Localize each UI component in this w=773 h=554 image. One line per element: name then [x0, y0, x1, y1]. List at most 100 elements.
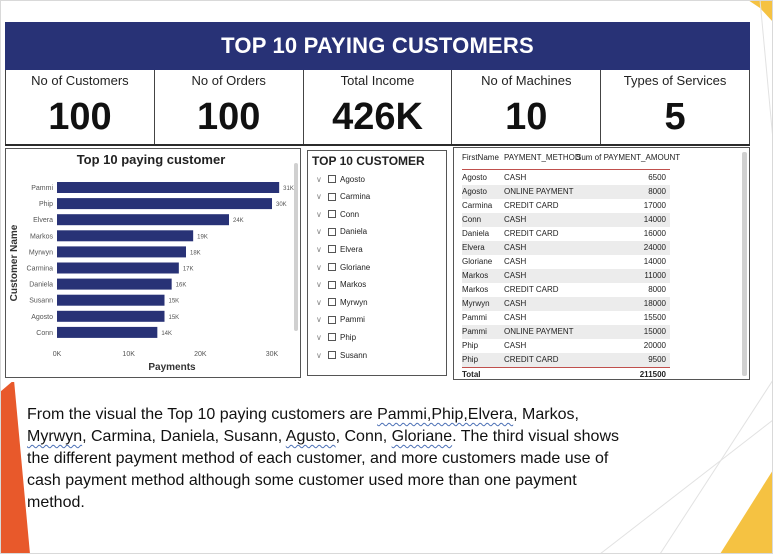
data-label: 14K [161, 331, 172, 337]
slicer-title: TOP 10 CUSTOMER [312, 154, 425, 168]
orange-accent-shape [0, 380, 30, 554]
table-row: Markos CASH 11000 [462, 269, 670, 283]
deco-line [759, 0, 773, 141]
chevron-down-icon[interactable]: ∨ [316, 209, 322, 219]
checkbox[interactable] [328, 175, 336, 183]
chevron-down-icon[interactable]: ∨ [316, 315, 322, 325]
scrollbar[interactable] [294, 163, 298, 331]
slicer-item[interactable]: ∨ Pammi [316, 314, 365, 326]
table-row: Pammi ONLINE PAYMENT 15000 [462, 325, 670, 339]
kpi-label: No of Orders [191, 73, 266, 88]
cell-payment-amount: 14000 [643, 215, 666, 224]
bar[interactable] [57, 230, 194, 242]
slicer-item[interactable]: ∨ Gloriane [316, 261, 370, 273]
col-header-firstname[interactable]: FirstName [462, 153, 499, 162]
slicer-item[interactable]: ∨ Carmina [316, 191, 370, 203]
checkbox[interactable] [328, 245, 336, 254]
slicer-item[interactable]: ∨ Myrwyn [316, 296, 368, 308]
kpi-card-income[interactable]: Total Income 426K [303, 70, 453, 144]
cell-firstname: Pammi [462, 313, 487, 322]
bar[interactable] [57, 182, 280, 193]
slicer-item[interactable]: ∨ Daniela [316, 226, 367, 238]
bar-chart-panel[interactable]: Top 10 paying customer 0K 10K 20K 30K Paymen… [5, 148, 301, 378]
col-header-payment-method[interactable]: PAYMENT_METHOD [504, 153, 581, 162]
cell-payment-amount: 15500 [643, 313, 666, 322]
kpi-label: Total Income [340, 73, 415, 88]
bar[interactable] [57, 262, 179, 274]
checkbox[interactable] [328, 263, 336, 271]
table-scrollbar[interactable] [742, 152, 747, 376]
table-row: Phip CASH 20000 [462, 339, 670, 353]
cell-payment-method: ONLINE PAYMENT [504, 187, 574, 196]
cell-payment-method: CASH [504, 299, 527, 308]
table-row: Markos CREDIT CARD 8000 [462, 283, 670, 297]
slicer-item[interactable]: ∨ Elvera [316, 243, 363, 255]
kpi-label: No of Customers [31, 73, 129, 88]
chevron-down-icon[interactable]: ∨ [316, 332, 322, 342]
slicer-item[interactable]: ∨ Agosto [316, 173, 365, 185]
chevron-down-icon[interactable]: ∨ [316, 280, 322, 290]
chevron-down-icon[interactable]: ∨ [316, 192, 322, 202]
slicer-item[interactable]: ∨ Phip [316, 331, 356, 343]
checkbox[interactable] [328, 192, 336, 201]
cell-firstname: Gloriane [462, 257, 493, 266]
cell-payment-amount: 11000 [644, 271, 666, 280]
table-row: Myrwyn CASH 18000 [462, 297, 670, 311]
cell-payment-method: CASH [504, 271, 527, 280]
slicer-item[interactable]: ∨ Conn [316, 208, 359, 220]
table-row: Gloriane CASH 14000 [462, 255, 670, 269]
chart-title: Top 10 paying customer [76, 152, 226, 167]
bar[interactable] [57, 326, 158, 338]
checkbox[interactable] [328, 298, 336, 307]
bar-chart: 0K 10K 20K 30K Payments Customer Name Pammi 31K… [9, 182, 294, 373]
cell-payment-amount: 20000 [643, 341, 666, 350]
slicer-item-label: Markos [340, 280, 367, 290]
y-tick-label: Myrwyn [29, 249, 53, 256]
cell-payment-method: CASH [504, 313, 527, 322]
cell-payment-method: CREDIT CARD [504, 201, 559, 210]
checkbox[interactable] [328, 280, 336, 289]
checkbox[interactable] [328, 315, 336, 324]
kpi-card-services[interactable]: Types of Services 5 [601, 70, 750, 144]
bar[interactable] [57, 278, 172, 290]
cell-payment-amount: 8000 [648, 187, 666, 196]
dashboard-title: TOP 10 PAYING CUSTOMERS [5, 22, 750, 70]
total-divider [462, 367, 670, 368]
cell-payment-method: CREDIT CARD [504, 285, 559, 294]
bar[interactable] [57, 214, 229, 226]
caption-text: , Carmina, Daniela, Susann, [82, 428, 286, 445]
checkbox[interactable] [328, 227, 336, 236]
bar[interactable] [57, 246, 186, 258]
cell-payment-method: CASH [504, 215, 527, 224]
col-header-payment-amount[interactable]: Sum of PAYMENT_AMOUNT [576, 153, 681, 162]
cell-payment-amount: 24000 [643, 243, 666, 252]
checkbox[interactable] [328, 333, 336, 342]
table-row: Phip CREDIT CARD 9500 [462, 353, 670, 367]
slicer-item[interactable]: ∨ Markos [316, 279, 366, 291]
checkbox[interactable] [328, 210, 336, 219]
kpi-card-orders[interactable]: No of Orders 100 [154, 70, 304, 144]
chevron-down-icon[interactable]: ∨ [316, 244, 322, 254]
cell-payment-method: CREDIT CARD [504, 229, 559, 238]
chevron-down-icon[interactable]: ∨ [316, 174, 322, 184]
cell-firstname: Myrwyn [462, 299, 490, 308]
chevron-down-icon[interactable]: ∨ [316, 350, 322, 360]
kpi-value: 100 [196, 96, 261, 138]
bar[interactable] [57, 294, 165, 306]
kpi-card-customers[interactable]: No of Customers 100 [5, 70, 155, 144]
table-row: Pammi CASH 15500 [462, 311, 670, 325]
slicer-item-label: Phip [340, 332, 357, 342]
chevron-down-icon[interactable]: ∨ [316, 297, 322, 307]
cell-payment-amount: 9500 [648, 355, 666, 364]
table-row: Carmina CREDIT CARD 17000 [462, 199, 670, 213]
checkbox[interactable] [328, 351, 336, 359]
kpi-card-machines[interactable]: No of Machines 10 [452, 70, 602, 144]
cell-firstname: Elvera [462, 243, 485, 252]
data-label: 24K [233, 218, 244, 224]
chevron-down-icon[interactable]: ∨ [316, 227, 322, 237]
bar[interactable] [57, 198, 272, 210]
slicer-item[interactable]: ∨ Susann [316, 349, 367, 361]
chevron-down-icon[interactable]: ∨ [316, 262, 322, 272]
bar[interactable] [57, 310, 165, 322]
